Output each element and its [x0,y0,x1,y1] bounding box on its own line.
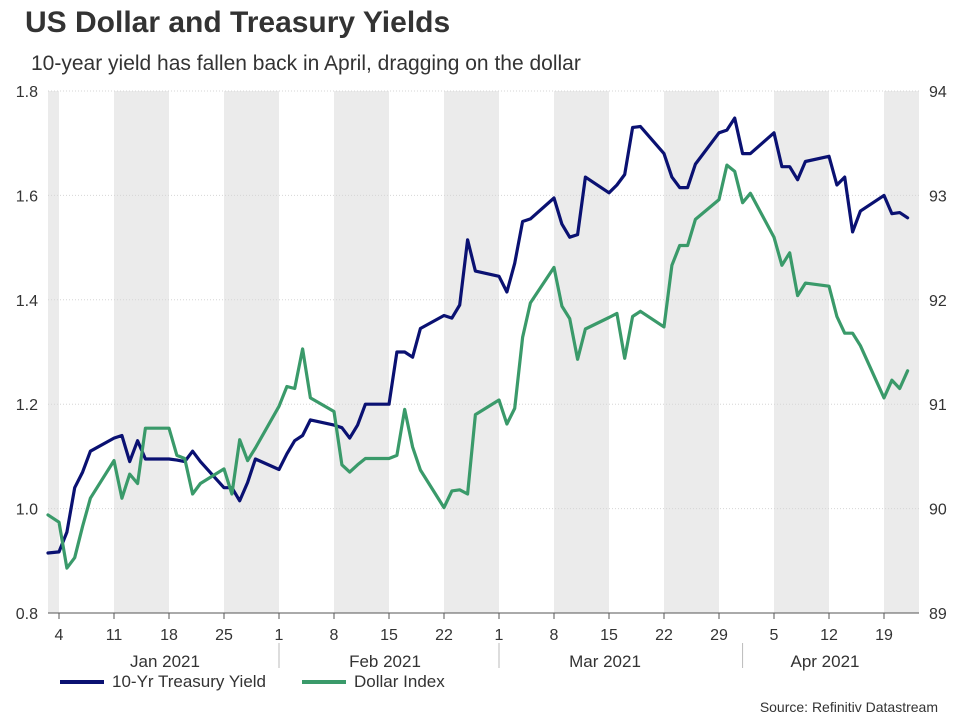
month-label: Jan 2021 [130,652,200,671]
y-left-tick-label: 1.4 [16,293,38,310]
x-tick-label: 22 [435,627,453,644]
y-left-tick-label: 1.8 [16,84,38,101]
week-band [664,91,719,613]
week-band [884,91,919,613]
x-tick-label: 4 [55,627,64,644]
chart-subtitle: 10-year yield has fallen back in April, … [31,52,581,75]
x-tick-label: 19 [875,627,893,644]
x-tick-label: 5 [770,627,779,644]
x-tick-label: 15 [600,627,618,644]
x-tick-label: 15 [380,627,398,644]
week-bands [48,91,919,613]
y-left-tick-label: 1.6 [16,188,38,205]
x-tick-label: 8 [550,627,559,644]
week-band [334,91,389,613]
legend-item-yield: 10-Yr Treasury Yield [60,672,266,692]
y-left-tick-label: 1.2 [16,397,38,414]
y-right-tick-label: 92 [929,293,947,310]
source-note: Source: Refinitiv Datastream [759,699,938,715]
x-tick-label: 29 [710,627,728,644]
legend-label-yield: 10-Yr Treasury Yield [112,672,267,691]
y-right-tick-label: 91 [929,397,947,414]
y-left-tick-label: 0.8 [16,606,38,623]
legend-swatch-yield [60,680,104,684]
y-right-tick-label: 89 [929,606,947,623]
x-tick-label: 12 [820,627,838,644]
week-band [554,91,609,613]
legend-item-dollar: Dollar Index [302,672,445,692]
week-band [114,91,169,613]
x-tick-label: 22 [655,627,673,644]
dollar-index-line [46,163,910,570]
series-lines [46,116,910,570]
month-label: Apr 2021 [791,652,860,671]
x-tick-label: 1 [275,627,284,644]
x-tick-label: 8 [330,627,339,644]
y-right-tick-label: 93 [929,188,947,205]
x-tick-label: 25 [215,627,233,644]
month-label: Feb 2021 [349,652,421,671]
y-right-tick-label: 90 [929,502,947,519]
month-label: Mar 2021 [569,652,641,671]
x-tick-label: 11 [106,627,123,644]
y-right-tick-label: 94 [929,84,947,101]
legend: 10-Yr Treasury Yield Dollar Index [60,672,445,692]
week-band [774,91,829,613]
x-tick-label: 1 [495,627,504,644]
x-tick-label: 18 [160,627,178,644]
chart-title: US Dollar and Treasury Yields [25,6,451,39]
legend-label-dollar: Dollar Index [354,672,445,691]
week-band [444,91,499,613]
y-left-tick-label: 1.0 [16,502,38,519]
legend-swatch-dollar [302,680,347,684]
week-band [224,91,279,613]
week-band [48,91,59,613]
